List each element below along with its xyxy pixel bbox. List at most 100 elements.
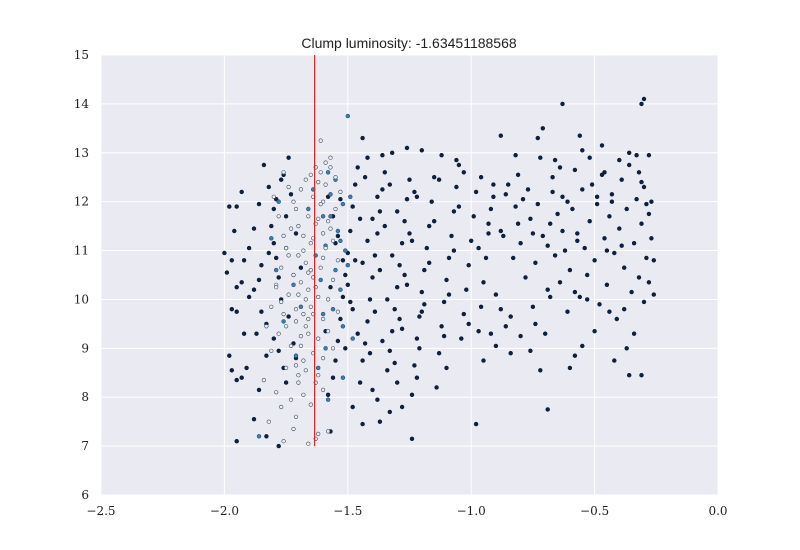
data-point-dark [538,368,543,373]
data-point-dark [390,329,395,334]
data-point-dark [357,216,363,222]
data-point-dark [414,375,420,380]
data-point-dark [241,258,247,263]
data-point-dark [350,204,355,209]
data-point-dark [382,170,387,175]
data-point-light [288,226,294,231]
data-point-dark [397,316,402,322]
data-point-dark [476,245,481,251]
data-point-dark [338,197,343,202]
data-point-dark [572,167,578,173]
data-point-light [279,299,284,305]
data-point-dark [459,336,464,341]
data-point-dark [511,255,516,261]
data-point-light [328,155,333,160]
data-point-dark [555,211,560,217]
data-point-light [291,272,296,278]
data-point-dark [436,177,442,182]
data-point-light [301,248,306,253]
data-point-dark [340,294,346,300]
data-point-dark [498,307,503,312]
data-point-light [296,380,301,385]
data-point-dark [434,385,439,390]
data-point-dark [629,289,634,295]
data-point-dark [631,241,637,246]
data-point-dark [385,368,390,373]
data-point-dark [404,282,410,287]
data-point-dark [222,250,227,256]
data-point-dark [617,226,622,231]
data-point-dark [432,219,437,224]
data-point-dark [387,409,392,415]
data-point-dark [325,392,331,397]
data-point-dark [392,307,397,312]
data-point-light [316,373,321,378]
data-point-dark [293,231,299,236]
data-point-dark [528,216,533,222]
x-tick-label: 0.0 [708,504,727,518]
data-point-light [318,170,323,175]
data-point-dark [241,331,247,336]
data-point-dark [370,387,375,393]
data-point-dark [335,338,341,344]
data-point-light [306,316,311,322]
data-point-dark [641,299,647,305]
data-point-dark [444,365,449,371]
data-point-dark [372,309,378,314]
data-point-dark [387,182,392,187]
data-point-dark [634,153,639,158]
data-point-light [286,253,291,258]
data-point-dark [279,177,284,182]
data-point-dark [478,175,484,180]
data-point-dark [560,101,565,107]
y-tick-label: 13 [74,146,89,160]
data-point-dark [515,221,521,226]
data-point-mid [281,319,286,324]
data-point-dark [456,204,462,209]
data-point-mid [274,267,279,273]
data-point-dark [274,255,279,261]
data-point-dark [234,285,239,290]
data-point-dark [476,329,481,334]
data-point-dark [288,192,294,197]
data-point-dark [626,373,632,378]
data-point-dark [614,316,619,322]
data-point-dark [360,358,365,363]
data-point-dark [592,329,597,334]
data-point-dark [584,272,590,278]
data-point-light [328,165,333,170]
data-point-light [303,368,308,373]
data-point-dark [624,206,629,212]
data-point-dark [227,204,232,209]
data-point-dark [565,199,570,204]
data-point-dark [602,236,607,241]
data-point-light [323,182,328,187]
data-point-light [288,343,294,349]
data-point-dark [409,238,415,244]
data-point-dark [343,272,348,278]
data-point-light [328,226,333,231]
data-point-dark [649,236,654,241]
x-tick-label: −2.0 [210,504,239,518]
data-point-light [308,268,313,273]
data-point-light [284,246,289,251]
data-point-light [274,390,279,395]
data-point-dark [382,223,387,229]
data-point-mid [333,267,338,273]
data-point-light [276,331,281,336]
data-point-dark [380,153,385,158]
data-point-light [330,277,336,283]
data-point-dark [380,338,385,344]
data-point-light [321,356,326,361]
data-point-dark [370,275,375,280]
data-point-mid [350,336,355,341]
data-point-dark [641,96,647,102]
data-point-dark [626,150,632,156]
data-point-dark [469,238,474,244]
data-point-light [316,431,321,437]
data-point-dark [409,392,415,397]
x-tick-labels: −2.5 −2.0 −1.5 −1.0 −0.5 0.0 [86,504,727,518]
data-point-dark [545,407,550,412]
data-point-dark [395,285,400,290]
data-point-dark [357,380,363,385]
